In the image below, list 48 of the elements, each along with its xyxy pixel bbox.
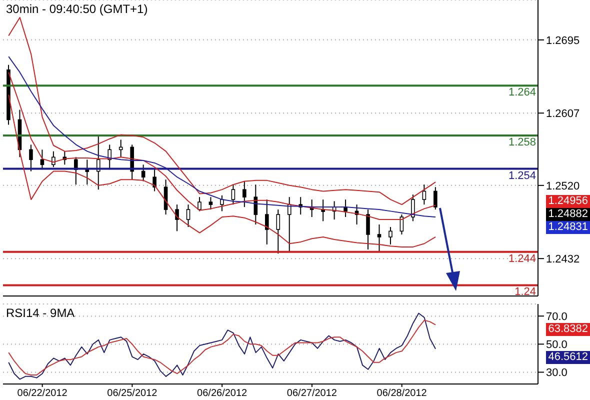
chart-title: RSI14 - 9MA (6, 306, 75, 320)
x-tick-label: 06/25/2012 (107, 388, 158, 400)
y-tick-label: 1.2695 (546, 34, 580, 47)
candlestick (411, 194, 415, 222)
text: 1.24882 (546, 208, 590, 221)
x-tick-label: 06/27/2012 (286, 388, 338, 400)
chart-title: 30min - 09:40:50 (GMT+1) (6, 2, 148, 16)
ref-line-label: 1.258 (508, 136, 536, 149)
y-tick-label: 1.2520 (546, 180, 580, 192)
ref-line-label: 1.24 (514, 286, 536, 298)
line-series (8, 16, 436, 206)
text: 1.24956 (546, 194, 590, 208)
candlestick (231, 184, 236, 206)
y-tick-label: 1.2607 (546, 108, 580, 120)
line-series (8, 320, 436, 376)
candlestick (276, 209, 280, 254)
candlestick (377, 224, 382, 252)
candlestick (141, 164, 146, 182)
y-tick-label: 50.0 (546, 339, 568, 352)
candlestick (152, 169, 156, 192)
y-tick-label: 1.2432 (546, 253, 580, 266)
text: 63.8382 (546, 323, 590, 336)
candlestick (208, 196, 213, 210)
x-tick-label: 06/22/2012 (17, 388, 68, 400)
candlestick (186, 204, 190, 228)
x-tick-label: 06/26/2012 (197, 388, 248, 400)
y-tick-label: 30.0 (546, 367, 568, 380)
candlestick (422, 184, 426, 206)
text: 46.5612 (546, 351, 590, 364)
candlestick (242, 180, 246, 208)
y-tick-label: 70.0 (546, 310, 568, 323)
ref-line-label: 1.254 (508, 170, 536, 182)
candlestick (366, 209, 370, 250)
candlestick (220, 194, 224, 212)
candlestick (287, 196, 292, 252)
candlestick (388, 226, 392, 245)
candlestick (40, 149, 44, 170)
ref-line-label: 1.264 (508, 86, 536, 99)
text: 1.24831 (546, 220, 590, 234)
candlestick (175, 204, 179, 232)
ref-line-label: 1.244 (508, 252, 536, 265)
line-series (8, 94, 436, 248)
candlestick (198, 196, 202, 212)
candlestick (265, 199, 269, 245)
candlestick (52, 150, 56, 168)
candlestick (29, 144, 33, 172)
candlestick (434, 186, 438, 210)
x-tick-label: 06/28/2012 (376, 388, 428, 400)
